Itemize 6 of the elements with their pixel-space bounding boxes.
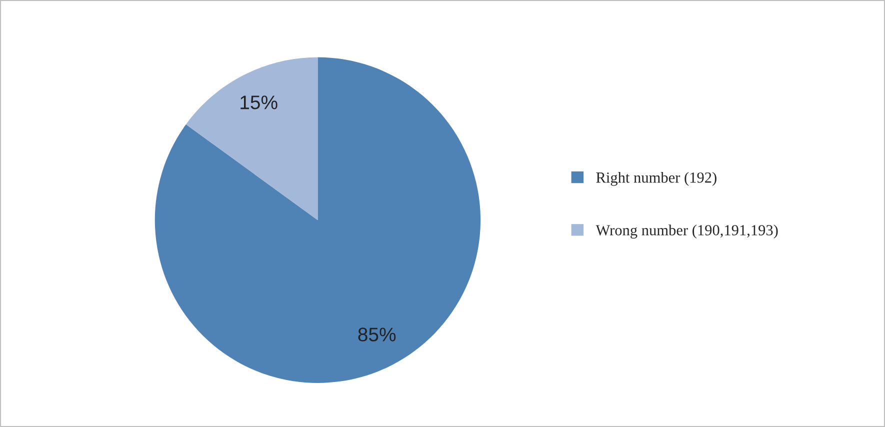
data-label: 85% (358, 328, 396, 342)
pie-slice (186, 57, 318, 220)
legend-label: Right number (192) (596, 172, 716, 186)
data-label: 15% (240, 96, 278, 110)
legend-label: Wrong number (190,191,193) (596, 224, 778, 239)
pie-slice (154, 57, 481, 383)
